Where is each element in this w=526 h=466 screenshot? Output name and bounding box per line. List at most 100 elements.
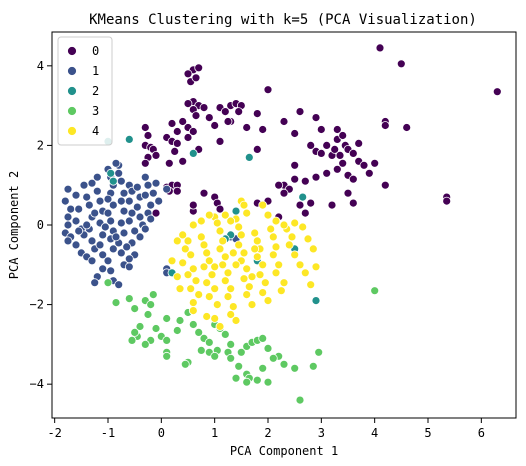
legend-marker-1 [67,66,77,76]
data-point-cluster-0 [380,180,390,190]
legend: 0 1 2 3 4 [57,36,113,146]
data-point-cluster-1 [82,220,92,230]
data-point-cluster-4 [215,244,225,254]
y-tick-label: 2 [37,138,44,152]
data-point-cluster-4 [196,216,206,226]
data-point-cluster-0 [300,208,310,218]
data-point-cluster-4 [234,222,244,232]
data-point-cluster-4 [290,250,300,260]
legend-label: 1 [92,64,99,78]
legend-box [57,36,113,146]
x-tick-label: 0 [158,426,165,440]
data-point-cluster-3 [188,320,198,329]
data-point-cluster-4 [183,236,193,246]
data-point-cluster-4 [202,312,212,321]
y-tick-label: −4 [30,377,44,391]
data-point-cluster-1 [140,172,150,182]
data-point-cluster-3 [143,310,153,319]
data-point-cluster-3 [151,324,161,333]
data-point-cluster-1 [71,240,81,250]
data-point-cluster-0 [295,200,305,210]
data-point-cluster-3 [175,316,185,325]
data-point-cluster-3 [180,359,190,369]
data-point-cluster-0 [370,158,380,168]
data-point-cluster-3 [242,377,252,387]
data-point-cluster-1 [98,264,108,274]
data-point-cluster-3 [204,337,214,347]
data-point-cluster-1 [103,208,113,218]
data-point-cluster-3 [220,329,230,339]
data-point-cluster-2 [311,296,321,306]
data-point-cluster-0 [348,198,358,208]
data-point-cluster-0 [322,168,332,178]
data-point-cluster-0 [191,111,201,120]
data-point-cluster-1 [87,236,97,246]
data-point-cluster-4 [196,232,206,242]
data-point-cluster-4 [202,278,212,288]
data-point-cluster-3 [124,294,134,304]
data-point-cluster-4 [180,244,190,254]
data-point-cluster-4 [298,222,308,232]
data-point-cluster-4 [263,296,273,306]
data-points [60,43,502,405]
data-point-cluster-1 [111,158,121,168]
data-point-cluster-4 [210,262,220,272]
data-point-cluster-2 [108,176,118,186]
legend-label: 0 [92,44,99,58]
data-point-cluster-4 [220,276,230,286]
data-point-cluster-4 [279,278,289,288]
data-point-cluster-0 [290,160,300,170]
data-point-cluster-1 [63,236,73,246]
data-point-cluster-4 [172,236,182,246]
data-point-cluster-1 [108,200,118,210]
data-point-cluster-4 [188,298,198,308]
data-point-cluster-2 [231,206,241,216]
data-point-cluster-4 [186,284,196,294]
data-point-cluster-3 [279,359,289,369]
data-point-cluster-1 [132,182,142,192]
data-point-cluster-0 [199,103,209,112]
data-point-cluster-3 [295,395,305,405]
data-point-cluster-1 [95,196,105,206]
data-point-cluster-1 [103,194,113,204]
data-point-cluster-1 [111,232,121,242]
data-point-cluster-3 [146,300,156,310]
data-point-cluster-4 [284,240,294,250]
legend-label: 2 [92,84,99,98]
x-tick-label: 1 [211,426,218,440]
data-point-cluster-0 [252,144,262,154]
legend-label: 3 [92,104,99,118]
data-point-cluster-4 [191,276,201,286]
data-point-cluster-4 [271,242,281,252]
data-point-cluster-0 [220,107,230,116]
data-point-cluster-4 [250,228,260,238]
data-point-cluster-0 [140,158,150,168]
data-point-cluster-3 [258,363,268,373]
data-point-cluster-0 [348,148,358,158]
data-point-cluster-0 [364,168,374,178]
data-point-cluster-1 [63,184,73,194]
data-point-cluster-0 [290,174,300,184]
data-point-cluster-1 [154,196,164,206]
data-point-cluster-4 [178,230,188,240]
data-point-cluster-1 [119,228,129,238]
data-point-cluster-0 [234,107,244,116]
data-point-cluster-4 [223,292,233,302]
data-point-cluster-0 [178,156,188,166]
data-point-cluster-0 [188,127,198,136]
legend-marker-3 [67,106,77,116]
data-point-cluster-1 [63,220,73,230]
data-point-cluster-3 [370,286,380,296]
data-point-cluster-0 [311,172,321,182]
data-point-cluster-4 [244,282,254,292]
y-tick-label: −2 [30,298,44,312]
data-point-cluster-4 [242,208,252,218]
data-point-cluster-4 [186,250,196,260]
data-point-cluster-3 [252,375,262,385]
data-point-cluster-0 [172,186,182,196]
data-point-cluster-0 [252,109,262,118]
data-point-cluster-4 [274,260,284,270]
data-point-cluster-0 [151,150,161,160]
data-point-cluster-3 [111,298,121,308]
